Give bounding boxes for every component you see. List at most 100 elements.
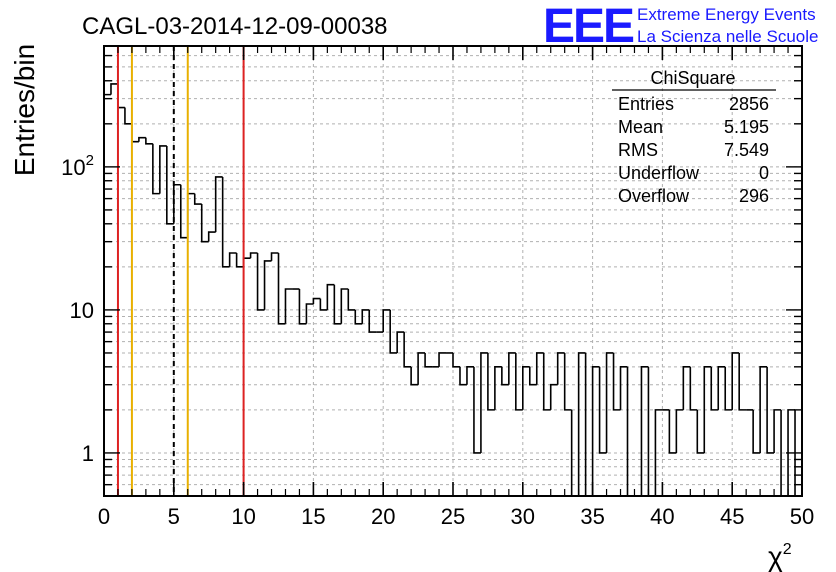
histogram-bin [403, 332, 412, 368]
histogram-bin [145, 137, 153, 145]
histogram-bin [138, 136, 146, 142]
x-tick-label: 40 [650, 504, 674, 529]
histogram-bin [787, 409, 796, 496]
y-tick-label: 102 [61, 152, 94, 180]
histogram-bin [235, 252, 244, 268]
histogram-bin [759, 366, 768, 453]
histogram-bin [549, 383, 558, 410]
histogram-bin [675, 409, 684, 453]
histogram-bin [166, 145, 174, 225]
histogram [103, 83, 802, 497]
histogram-bin [689, 366, 698, 411]
histogram-bin [424, 352, 433, 368]
histogram-bin [361, 309, 370, 324]
histogram-bin [682, 366, 691, 410]
stats-label-mean: Mean [618, 117, 663, 137]
histogram-bin [710, 366, 719, 411]
histogram-bin [717, 366, 726, 410]
histogram-bin [382, 309, 391, 333]
histogram-bin [186, 192, 195, 238]
stats-label-underflow: Underflow [618, 163, 700, 183]
stats-value-overflow: 296 [739, 186, 769, 206]
histogram-bin [752, 409, 761, 454]
histogram-bin [515, 352, 523, 411]
stats-header: ChiSquare [650, 68, 735, 88]
y-tick-label: 1 [82, 441, 94, 466]
histogram-bin [312, 297, 321, 304]
histogram-bin [724, 366, 733, 411]
x-tick-label: 35 [580, 504, 604, 529]
x-axis-label-sup: 2 [783, 541, 792, 558]
histogram-bin [766, 366, 775, 454]
x-tick-label: 10 [231, 504, 255, 529]
x-tick-label: 45 [720, 504, 744, 529]
grid [104, 46, 802, 496]
stats-label-entries: Entries [618, 94, 674, 114]
histogram-bin [473, 366, 481, 454]
histogram-bin [556, 352, 565, 385]
histogram-bin [438, 352, 447, 367]
stats-label-overflow: Overflow [618, 186, 690, 206]
eee-logo: EEE Extreme Energy Events La Scienza nel… [543, 0, 818, 53]
histogram-bin [368, 309, 377, 333]
histogram-bin [417, 352, 426, 385]
x-tick-label: 20 [371, 504, 395, 529]
stats-value-entries: 2856 [729, 94, 769, 114]
histogram-bin [773, 409, 782, 453]
histogram-bin [487, 352, 495, 411]
logo-line-2: La Scienza nelle Scuole [637, 27, 818, 46]
histogram-bin [738, 352, 747, 411]
histogram-bin [598, 366, 607, 454]
histogram-bin [619, 366, 628, 410]
histogram-bin [396, 331, 405, 353]
histogram-bin [347, 289, 356, 311]
histogram-bin [117, 83, 125, 109]
x-axis-label-base: χ [768, 541, 783, 572]
histogram-bin [284, 288, 293, 324]
histogram-bin [563, 352, 572, 411]
histogram-bin [480, 352, 488, 453]
histogram-bin [221, 176, 230, 268]
stats-box: ChiSquare Entries 2856 Mean 5.195 RMS 7.… [612, 68, 776, 206]
histogram-bin [200, 204, 209, 243]
histogram-bin [277, 252, 286, 325]
x-tick-label: 5 [168, 504, 180, 529]
chart-title: CAGL-03-2014-12-09-00038 [82, 13, 388, 40]
histogram-bin [173, 183, 181, 224]
histogram-bin [103, 93, 111, 496]
histogram-bin [249, 252, 258, 259]
histogram-bin [696, 409, 705, 454]
histogram-bin [535, 352, 544, 385]
histogram-bin [731, 352, 740, 410]
histogram-bin [647, 366, 656, 497]
stats-value-underflow: 0 [759, 163, 769, 183]
histogram-bin [577, 352, 586, 496]
histogram-bin [193, 193, 202, 205]
histogram-bin [131, 123, 139, 143]
histogram-bin [340, 288, 349, 324]
histogram-bin [263, 260, 272, 310]
histogram-bin [501, 366, 509, 386]
x-tick-label: 25 [441, 504, 465, 529]
histogram-bin [326, 283, 335, 310]
histogram-bin [522, 366, 530, 410]
histogram-bin [354, 309, 363, 325]
histogram-bin [703, 366, 712, 453]
histogram-bin [159, 145, 167, 194]
stats-label-rms: RMS [618, 140, 658, 160]
axes: 0 5 10 15 20 25 30 35 40 45 50 1 10 102 [61, 45, 814, 529]
logo-mark: EEE [543, 0, 634, 53]
histogram-bin [584, 352, 593, 497]
histogram-bin [298, 289, 307, 325]
histogram-bin [152, 143, 160, 195]
histogram-bin [256, 252, 265, 311]
x-tick-label: 0 [98, 504, 110, 529]
histogram-bin [508, 352, 516, 385]
histogram-bin [612, 352, 621, 411]
logo-line-1: Extreme Energy Events [637, 5, 816, 24]
x-tick-label: 15 [301, 504, 325, 529]
histogram-bin [410, 366, 419, 386]
x-axis-label: χ2 [768, 541, 792, 572]
histogram-bin [640, 366, 649, 496]
